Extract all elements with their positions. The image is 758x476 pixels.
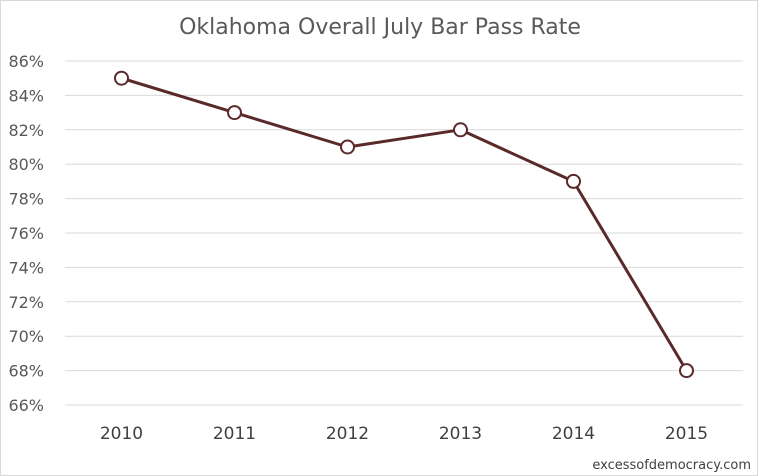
x-tick-label: 2011 — [213, 424, 256, 444]
x-tick-label: 2010 — [100, 424, 143, 444]
x-tick-label: 2015 — [665, 424, 708, 444]
data-point — [453, 122, 468, 138]
y-tick-label: 70% — [8, 327, 44, 346]
series-layer — [121, 76, 688, 372]
y-tick-label: 66% — [8, 396, 44, 415]
y-axis-labels: 86% 84% 82% 80% 78% 76% 74% 72% 70% 68% 66% — [8, 52, 44, 415]
chart-title: Oklahoma Overall July Bar Pass Rate — [179, 15, 581, 40]
y-tick-label: 80% — [8, 155, 44, 174]
data-point — [566, 173, 581, 189]
x-tick-label: 2013 — [439, 424, 482, 444]
y-tick-label: 74% — [8, 258, 44, 277]
data-points — [114, 70, 694, 379]
y-tick-label: 84% — [8, 86, 44, 105]
watermark-text: excessofdemocracy.com — [592, 458, 751, 473]
grid-layer — [65, 60, 743, 406]
data-point — [340, 139, 355, 155]
y-tick-label: 72% — [8, 293, 44, 312]
x-tick-label: 2012 — [326, 424, 369, 444]
y-tick-label: 76% — [8, 224, 44, 243]
series-line — [121, 76, 688, 372]
data-point — [679, 363, 694, 379]
y-tick-label: 68% — [8, 362, 44, 381]
data-point — [227, 105, 242, 121]
x-tick-label: 2014 — [552, 424, 595, 444]
y-tick-label: 82% — [8, 121, 44, 140]
data-point — [114, 70, 129, 86]
y-tick-label: 78% — [8, 190, 44, 209]
x-axis-labels: 2010 2011 2012 2013 2014 2015 — [100, 424, 708, 444]
y-tick-label: 86% — [8, 52, 44, 71]
